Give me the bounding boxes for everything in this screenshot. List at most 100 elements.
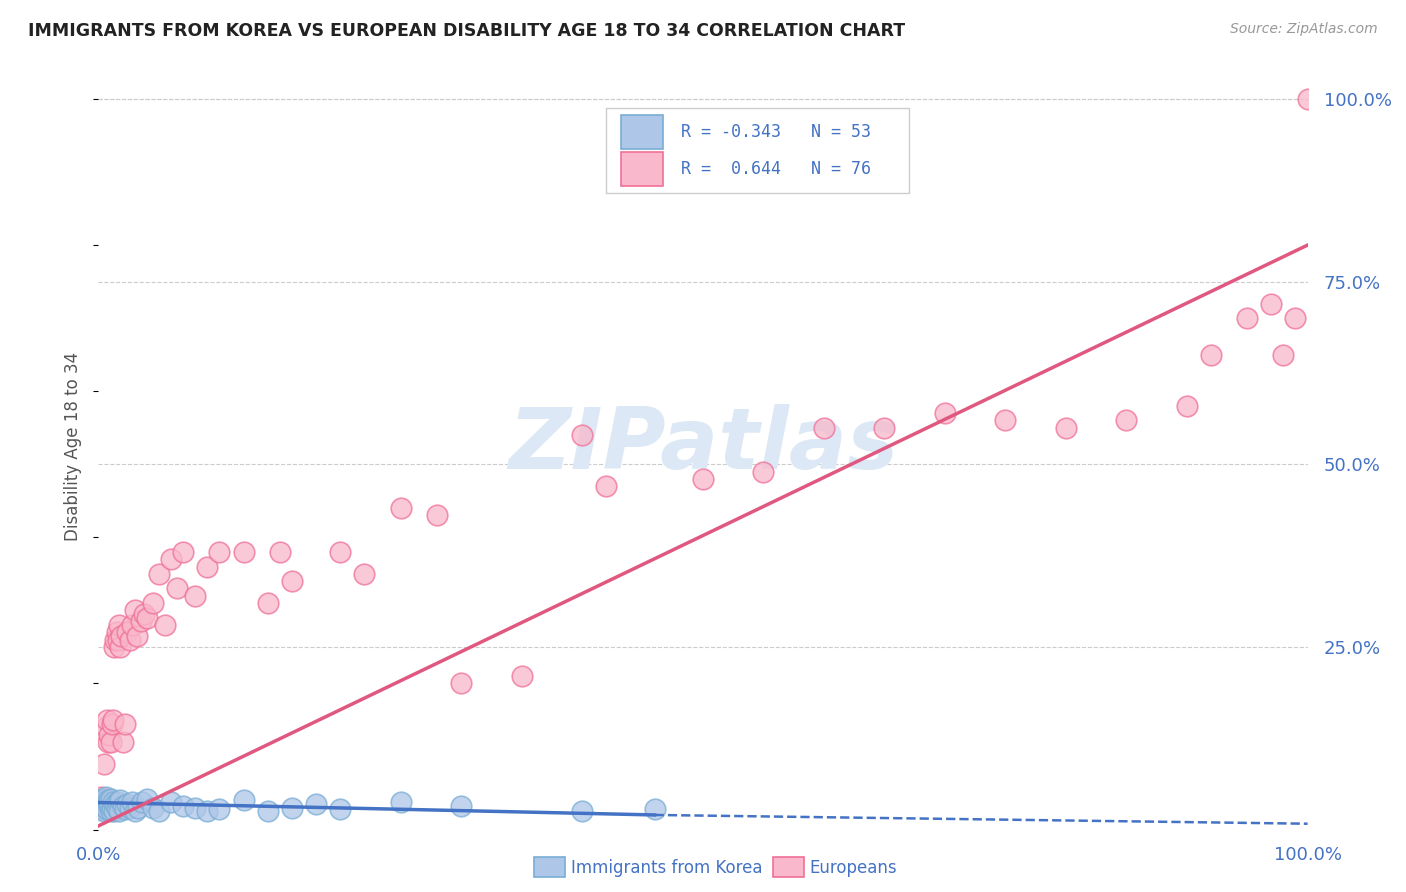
Point	[813, 421, 835, 435]
Point	[97, 735, 120, 749]
Point	[93, 802, 115, 816]
Point	[97, 795, 120, 809]
Point	[108, 618, 131, 632]
Y-axis label: Disability Age 18 to 34: Disability Age 18 to 34	[65, 351, 83, 541]
Point	[1284, 311, 1306, 326]
Point	[232, 793, 254, 807]
Point	[90, 800, 112, 814]
Point	[1175, 399, 1198, 413]
Point	[148, 566, 170, 581]
Point	[94, 797, 117, 811]
Point	[100, 800, 122, 814]
Point	[100, 793, 122, 807]
Point	[90, 789, 112, 804]
Point	[91, 793, 114, 807]
Point	[208, 802, 231, 816]
Text: Europeans: Europeans	[810, 859, 897, 877]
Point	[100, 805, 122, 819]
Point	[96, 802, 118, 816]
Point	[91, 795, 114, 809]
Point	[94, 720, 117, 734]
Point	[148, 805, 170, 819]
Point	[103, 640, 125, 654]
Point	[101, 795, 124, 809]
Point	[104, 632, 127, 647]
Point	[135, 610, 157, 624]
Point	[108, 793, 131, 807]
Point	[305, 797, 328, 811]
Bar	[621, 115, 664, 149]
Point	[571, 428, 593, 442]
Point	[93, 795, 115, 809]
Point	[118, 632, 141, 647]
Point	[135, 792, 157, 806]
Point	[105, 800, 128, 814]
Point	[91, 802, 114, 816]
Point	[89, 799, 111, 814]
Point	[873, 421, 896, 435]
Point	[94, 789, 117, 804]
Point	[89, 797, 111, 811]
Point	[91, 799, 114, 814]
Point	[389, 501, 412, 516]
Point	[1272, 348, 1295, 362]
Point	[160, 795, 183, 809]
Point	[111, 799, 134, 814]
Point	[110, 629, 132, 643]
Point	[1115, 413, 1137, 427]
Point	[114, 716, 136, 731]
Point	[644, 802, 666, 816]
Point	[96, 797, 118, 811]
Point	[281, 574, 304, 589]
Point	[101, 713, 124, 727]
Bar	[621, 152, 664, 186]
Point	[107, 632, 129, 647]
Point	[117, 625, 139, 640]
Point	[329, 802, 352, 816]
Point	[87, 793, 110, 807]
Point	[89, 793, 111, 807]
Point	[450, 676, 472, 690]
Point	[117, 797, 139, 811]
Point	[98, 799, 121, 814]
Point	[184, 589, 207, 603]
Point	[595, 479, 617, 493]
FancyBboxPatch shape	[606, 109, 908, 193]
Point	[94, 800, 117, 814]
Point	[510, 669, 533, 683]
Point	[96, 800, 118, 814]
Point	[114, 802, 136, 816]
Point	[256, 596, 278, 610]
Point	[1199, 348, 1222, 362]
Point	[232, 545, 254, 559]
Point	[160, 552, 183, 566]
Point	[121, 795, 143, 809]
Point	[450, 799, 472, 814]
Point	[426, 508, 449, 523]
Point	[100, 735, 122, 749]
Point	[127, 629, 149, 643]
Point	[93, 756, 115, 771]
Text: IMMIGRANTS FROM KOREA VS EUROPEAN DISABILITY AGE 18 TO 34 CORRELATION CHART: IMMIGRANTS FROM KOREA VS EUROPEAN DISABI…	[28, 22, 905, 40]
Point	[124, 805, 146, 819]
Point	[142, 596, 165, 610]
Point	[90, 797, 112, 811]
Point	[172, 545, 194, 559]
Point	[108, 805, 131, 819]
Point	[129, 615, 152, 629]
Point	[208, 545, 231, 559]
Point	[994, 413, 1017, 427]
Point	[100, 716, 122, 731]
Point	[93, 805, 115, 819]
Point	[281, 800, 304, 814]
Point	[1296, 92, 1319, 106]
Point	[96, 713, 118, 727]
Point	[104, 797, 127, 811]
Point	[127, 800, 149, 814]
Point	[98, 797, 121, 811]
Point	[90, 795, 112, 809]
Text: R =  0.644   N = 76: R = 0.644 N = 76	[682, 161, 872, 178]
Point	[329, 545, 352, 559]
Point	[121, 618, 143, 632]
Point	[142, 800, 165, 814]
